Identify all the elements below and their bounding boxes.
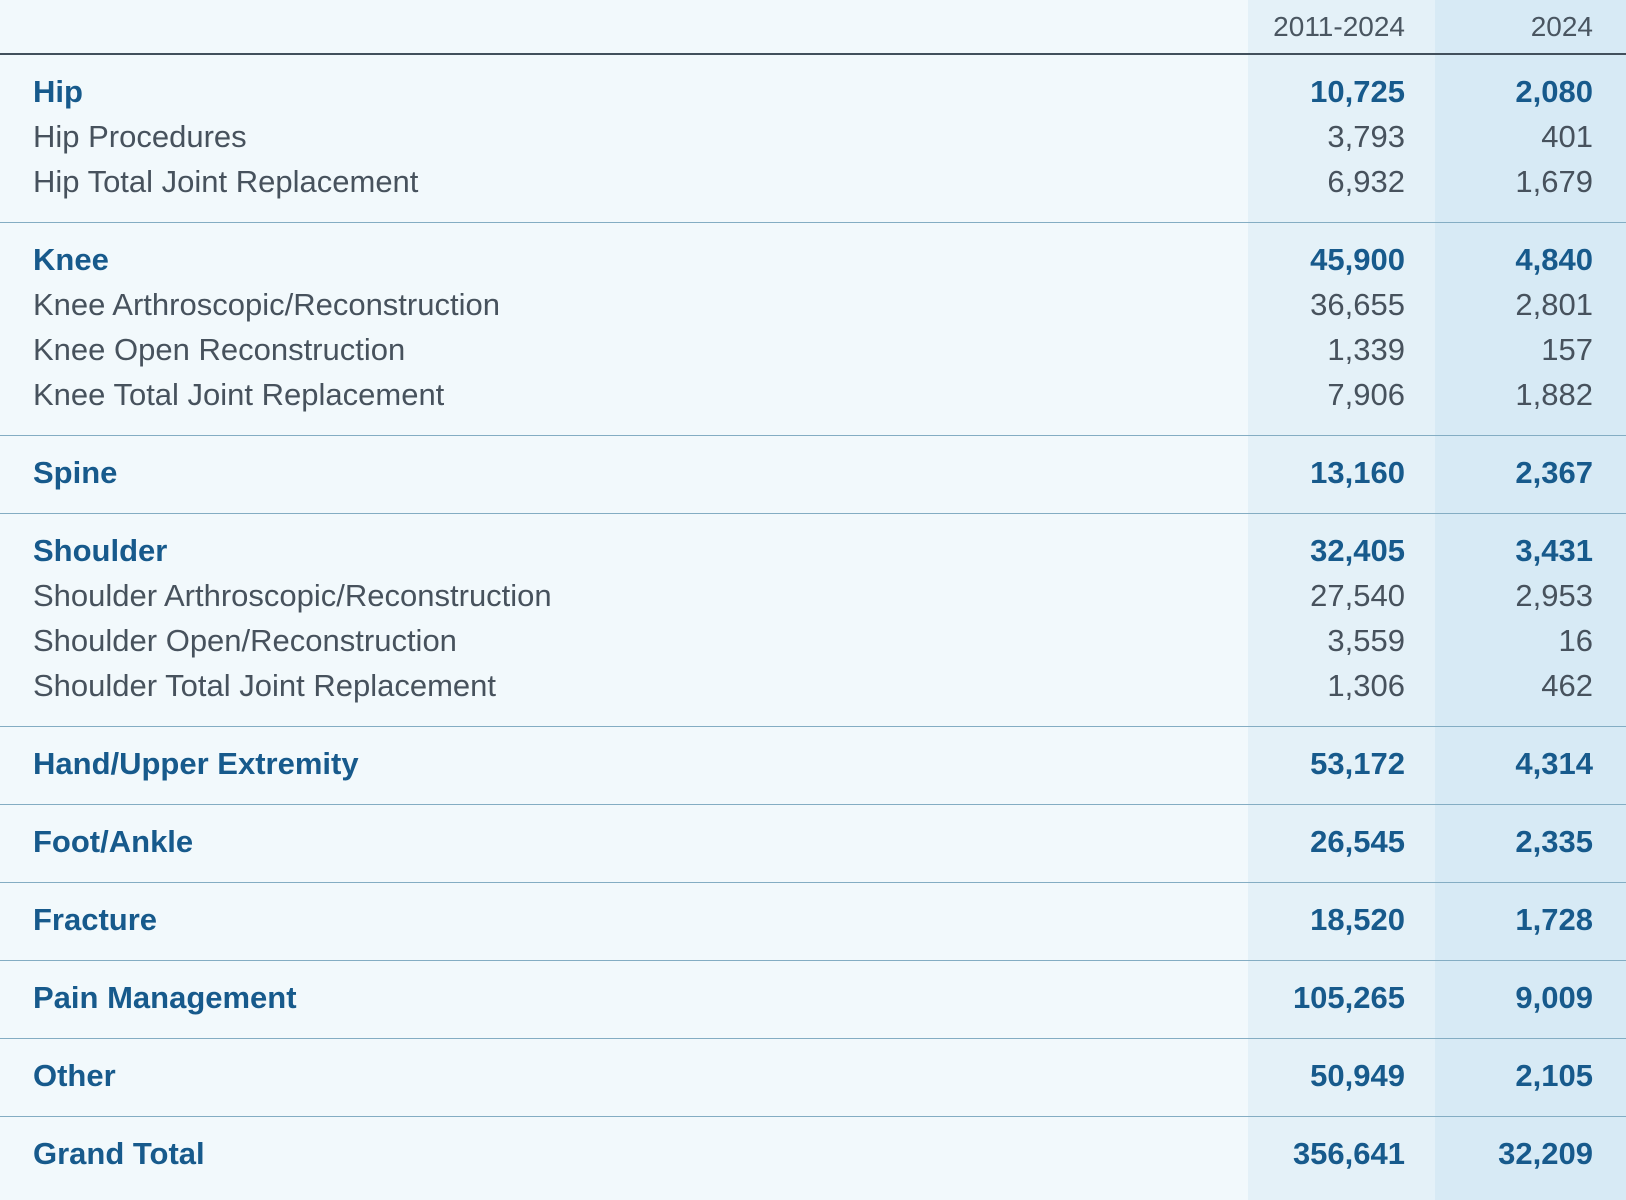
category-knee-row: Knee 45,900 4,840 xyxy=(0,237,1626,282)
subcategory-hip-procedures-value-2011-2024: 3,793 xyxy=(1327,119,1405,154)
subcategory-hip-total-joint-replacement-label: Hip Total Joint Replacement xyxy=(33,164,419,199)
category-fracture-value-2024: 1,728 xyxy=(1515,902,1593,937)
category-hip-row: Hip 10,725 2,080 xyxy=(0,69,1626,114)
category-foot-ankle-value-2011-2024: 26,545 xyxy=(1310,824,1405,859)
table-group-pain-management: Pain Management 105,265 9,009 xyxy=(0,960,1626,1038)
column-header-2011-2024: 2011-2024 xyxy=(1273,11,1405,42)
subcategory-hip-total-joint-replacement-row: Hip Total Joint Replacement 6,932 1,679 xyxy=(0,159,1626,204)
category-spine-row: Spine 13,160 2,367 xyxy=(0,450,1626,495)
category-shoulder-row: Shoulder 32,405 3,431 xyxy=(0,528,1626,573)
table-group-knee: Knee 45,900 4,840 Knee Arthroscopic/Reconst… xyxy=(0,222,1626,435)
category-knee-value-2024: 4,840 xyxy=(1515,242,1593,277)
subcategory-shoulder-arthroscopic-reconstruction-value-2011-2024: 27,540 xyxy=(1310,578,1405,613)
table-group-hand-upper-extremity: Hand/Upper Extremity 53,172 4,314 xyxy=(0,726,1626,804)
subcategory-shoulder-total-joint-replacement-row: Shoulder Total Joint Replacement 1,306 462 xyxy=(0,663,1626,708)
subcategory-knee-open-reconstruction-value-2024: 157 xyxy=(1541,332,1593,367)
category-pain-management-label: Pain Management xyxy=(33,980,297,1015)
category-grand-total-value-2024: 32,209 xyxy=(1498,1136,1593,1171)
table-header-row: 2011-2024 2024 xyxy=(0,0,1626,55)
category-pain-management-value-2011-2024: 105,265 xyxy=(1292,980,1405,1015)
category-spine-value-2024: 2,367 xyxy=(1515,455,1593,490)
category-fracture-value-2011-2024: 18,520 xyxy=(1310,902,1405,937)
subcategory-knee-arthroscopic-reconstruction-value-2024: 2,801 xyxy=(1515,287,1593,322)
category-hip-value-2024: 2,080 xyxy=(1515,74,1593,109)
table-group-spine: Spine 13,160 2,367 xyxy=(0,435,1626,513)
table-group-grand-total: Grand Total 356,641 32,209 xyxy=(0,1116,1626,1194)
table-group-other: Other 50,949 2,105 xyxy=(0,1038,1626,1116)
category-hip-value-2011-2024: 10,725 xyxy=(1310,74,1405,109)
category-other-value-2011-2024: 50,949 xyxy=(1310,1058,1405,1093)
category-hand-upper-extremity-value-2011-2024: 53,172 xyxy=(1310,746,1405,781)
category-fracture-row: Fracture 18,520 1,728 xyxy=(0,897,1626,942)
subcategory-knee-open-reconstruction-value-2011-2024: 1,339 xyxy=(1327,332,1405,367)
subcategory-hip-procedures-label: Hip Procedures xyxy=(33,119,247,154)
subcategory-shoulder-total-joint-replacement-value-2024: 462 xyxy=(1541,668,1593,703)
category-knee-value-2011-2024: 45,900 xyxy=(1310,242,1405,277)
category-foot-ankle-row: Foot/Ankle 26,545 2,335 xyxy=(0,819,1626,864)
column-band-2011-2024 xyxy=(1248,0,1435,1200)
category-hand-upper-extremity-value-2024: 4,314 xyxy=(1515,746,1593,781)
category-foot-ankle-label: Foot/Ankle xyxy=(33,824,194,859)
subcategory-knee-total-joint-replacement-row: Knee Total Joint Replacement 7,906 1,882 xyxy=(0,372,1626,417)
subcategory-hip-procedures-row: Hip Procedures 3,793 401 xyxy=(0,114,1626,159)
subcategory-knee-total-joint-replacement-value-2024: 1,882 xyxy=(1515,377,1593,412)
subcategory-shoulder-open-reconstruction-label: Shoulder Open/Reconstruction xyxy=(33,623,457,658)
table-group-hip: Hip 10,725 2,080 Hip Procedures 3,793 401 Hip … xyxy=(0,55,1626,222)
subcategory-shoulder-open-reconstruction-value-2024: 16 xyxy=(1558,623,1593,658)
column-band-2024 xyxy=(1435,0,1626,1200)
category-hand-upper-extremity-label: Hand/Upper Extremity xyxy=(33,746,359,781)
category-grand-total-row: Grand Total 356,641 32,209 xyxy=(0,1131,1626,1176)
subcategory-knee-open-reconstruction-row: Knee Open Reconstruction 1,339 157 xyxy=(0,327,1626,372)
subcategory-shoulder-arthroscopic-reconstruction-value-2024: 2,953 xyxy=(1515,578,1593,613)
category-grand-total-value-2011-2024: 356,641 xyxy=(1292,1136,1405,1171)
subcategory-shoulder-total-joint-replacement-value-2011-2024: 1,306 xyxy=(1327,668,1405,703)
subcategory-knee-total-joint-replacement-value-2011-2024: 7,906 xyxy=(1327,377,1405,412)
category-spine-value-2011-2024: 13,160 xyxy=(1310,455,1405,490)
subcategory-knee-total-joint-replacement-label: Knee Total Joint Replacement xyxy=(33,377,445,412)
category-shoulder-value-2011-2024: 32,405 xyxy=(1310,533,1405,568)
category-shoulder-label: Shoulder xyxy=(33,533,168,568)
category-grand-total-label: Grand Total xyxy=(33,1136,205,1171)
subcategory-knee-arthroscopic-reconstruction-label: Knee Arthroscopic/Reconstruction xyxy=(33,287,500,322)
category-other-row: Other 50,949 2,105 xyxy=(0,1053,1626,1098)
subcategory-shoulder-open-reconstruction-value-2011-2024: 3,559 xyxy=(1327,623,1405,658)
subcategory-knee-arthroscopic-reconstruction-value-2011-2024: 36,655 xyxy=(1310,287,1405,322)
category-hand-upper-extremity-row: Hand/Upper Extremity 53,172 4,314 xyxy=(0,741,1626,786)
table-body: Hip 10,725 2,080 Hip Procedures 3,793 401 Hip … xyxy=(0,55,1626,1194)
subcategory-hip-total-joint-replacement-value-2024: 1,679 xyxy=(1515,164,1593,199)
subcategory-hip-total-joint-replacement-value-2011-2024: 6,932 xyxy=(1327,164,1405,199)
column-header-2024: 2024 xyxy=(1530,11,1593,42)
category-other-value-2024: 2,105 xyxy=(1515,1058,1593,1093)
subcategory-shoulder-total-joint-replacement-label: Shoulder Total Joint Replacement xyxy=(33,668,496,703)
category-fracture-label: Fracture xyxy=(33,902,158,937)
category-hip-label: Hip xyxy=(33,74,83,109)
category-pain-management-value-2024: 9,009 xyxy=(1515,980,1593,1015)
category-other-label: Other xyxy=(33,1058,116,1093)
table-group-fracture: Fracture 18,520 1,728 xyxy=(0,882,1626,960)
subcategory-shoulder-open-reconstruction-row: Shoulder Open/Reconstruction 3,559 16 xyxy=(0,618,1626,663)
table-group-shoulder: Shoulder 32,405 3,431 Shoulder Arthroscopic… xyxy=(0,513,1626,726)
category-spine-label: Spine xyxy=(33,455,118,490)
table-group-foot-ankle: Foot/Ankle 26,545 2,335 xyxy=(0,804,1626,882)
subcategory-knee-arthroscopic-reconstruction-row: Knee Arthroscopic/Reconstruction 36,655 2,… xyxy=(0,282,1626,327)
category-shoulder-value-2024: 3,431 xyxy=(1515,533,1593,568)
category-pain-management-row: Pain Management 105,265 9,009 xyxy=(0,975,1626,1020)
subcategory-shoulder-arthroscopic-reconstruction-label: Shoulder Arthroscopic/Reconstruction xyxy=(33,578,552,613)
category-knee-label: Knee xyxy=(33,242,109,277)
subcategory-knee-open-reconstruction-label: Knee Open Reconstruction xyxy=(33,332,406,367)
subcategory-hip-procedures-value-2024: 401 xyxy=(1541,119,1593,154)
subcategory-shoulder-arthroscopic-reconstruction-row: Shoulder Arthroscopic/Reconstruction 27,5… xyxy=(0,573,1626,618)
category-foot-ankle-value-2024: 2,335 xyxy=(1515,824,1593,859)
